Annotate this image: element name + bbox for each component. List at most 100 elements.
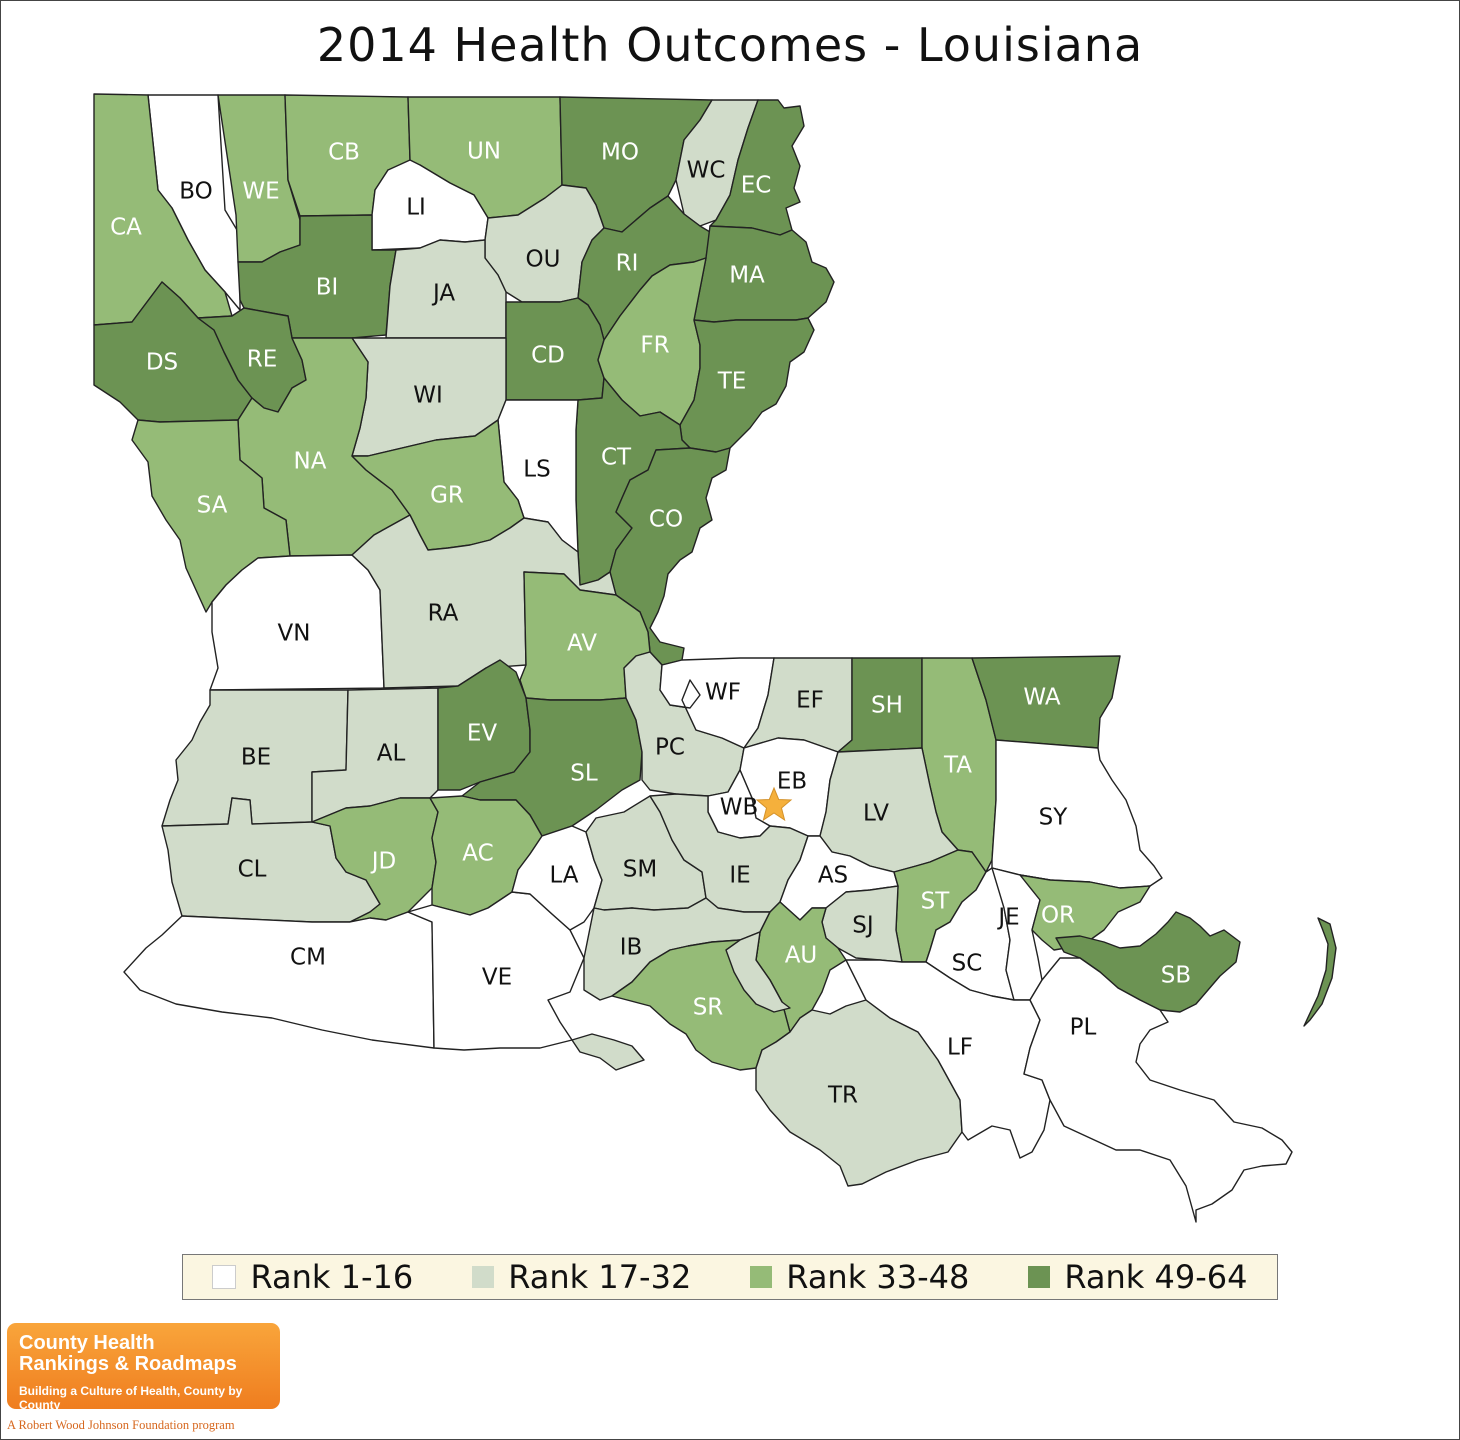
parish-label-as: AS	[818, 863, 848, 889]
legend-label: Rank 33-48	[786, 1258, 970, 1296]
parish-sy[interactable]	[991, 739, 1163, 889]
parish-ja[interactable]	[385, 239, 507, 339]
parish-pl[interactable]	[1023, 957, 1293, 1223]
parish-label-pc: PC	[655, 735, 685, 761]
parish-label-ta: TA	[943, 753, 972, 779]
parish-wa[interactable]	[971, 655, 1121, 749]
parish-label-re: RE	[247, 347, 278, 373]
parish-te[interactable]	[679, 317, 815, 453]
logo-line-2: Rankings & Roadmaps	[19, 1353, 237, 1375]
legend-item-rank-49-64: Rank 49-64	[1028, 1258, 1247, 1296]
chr-logo[interactable]: County Health Rankings & Roadmaps Buildi…	[7, 1323, 280, 1412]
parish-label-ds: DS	[146, 350, 178, 376]
parish-label-ca: CA	[110, 215, 142, 241]
parish-label-sl: SL	[570, 761, 598, 787]
parish-label-cb: CB	[328, 140, 360, 166]
parish-label-sr: SR	[693, 995, 724, 1021]
parish-label-sm: SM	[623, 857, 657, 883]
parish-label-ie: IE	[729, 863, 750, 889]
parish-label-we: WE	[242, 179, 279, 205]
parish-label-mo: MO	[601, 140, 639, 166]
parish-label-fr: FR	[640, 333, 669, 359]
parish-label-eb: EB	[777, 769, 807, 795]
parish-label-ra: RA	[428, 601, 459, 627]
legend-swatch	[750, 1266, 773, 1288]
parish-label-st: ST	[921, 889, 951, 915]
parish-label-pl: PL	[1070, 1015, 1097, 1041]
parish-label-cm: CM	[290, 945, 326, 971]
parish-label-li: LI	[406, 195, 426, 221]
parish-label-ve: VE	[482, 965, 512, 991]
parish-label-cl: CL	[238, 857, 267, 883]
parish-ec[interactable]	[709, 99, 805, 236]
parish-label-ct: CT	[601, 445, 632, 471]
parish-label-ev: EV	[467, 721, 498, 747]
parish-label-ls: LS	[523, 457, 550, 483]
legend-item-rank-33-48: Rank 33-48	[750, 1258, 969, 1296]
parish-label-un: UN	[467, 139, 501, 165]
page-title: 2014 Health Outcomes - Louisiana	[316, 18, 1144, 72]
parish-ve[interactable]	[571, 1033, 645, 1071]
parish-wf[interactable]	[659, 657, 775, 749]
parish-label-ib: IB	[620, 935, 643, 961]
parish-co[interactable]	[609, 447, 731, 666]
logo-tagline: Building a Culture of Health, County by …	[19, 1384, 243, 1412]
parish-label-cd: CD	[531, 343, 565, 369]
parish-label-ri: RI	[616, 251, 639, 277]
parish-label-be: BE	[241, 745, 271, 771]
parish-label-gr: GR	[430, 483, 464, 509]
parish-label-wc: WC	[687, 158, 726, 184]
parish-label-wb: WB	[720, 795, 759, 821]
parish-label-na: NA	[294, 449, 327, 475]
parish-label-te: TE	[717, 369, 747, 395]
parish-label-je: JE	[996, 905, 1019, 931]
legend-item-rank-17-32: Rank 17-32	[472, 1258, 691, 1296]
parish-label-wf: WF	[705, 680, 741, 706]
parish-sb[interactable]	[1303, 917, 1337, 1027]
rwjf-credit: A Robert Wood Johnson Foundation program	[7, 1418, 235, 1432]
parish-label-wi: WI	[413, 383, 443, 409]
parish-label-sy: SY	[1039, 805, 1069, 831]
parish-label-jd: JD	[370, 849, 397, 875]
parish-label-ec: EC	[741, 173, 772, 199]
legend-swatch	[472, 1266, 495, 1288]
parish-label-wa: WA	[1023, 685, 1060, 711]
legend-label: Rank 17-32	[508, 1258, 692, 1296]
parish-label-bi: BI	[316, 275, 339, 301]
parish-label-al: AL	[377, 741, 406, 767]
parish-label-la: LA	[549, 863, 578, 889]
parish-or[interactable]	[1019, 874, 1151, 951]
parish-label-or: OR	[1041, 903, 1075, 929]
parish-label-sb: SB	[1161, 963, 1191, 989]
parish-label-sh: SH	[871, 693, 903, 719]
parish-label-ma: MA	[729, 263, 765, 289]
legend-label: Rank 1-16	[250, 1258, 414, 1296]
parish-cm[interactable]	[123, 911, 435, 1049]
parish-label-sj: SJ	[852, 913, 873, 939]
parish-label-ef: EF	[796, 688, 824, 714]
parish-ib[interactable]	[725, 931, 791, 1013]
legend: Rank 1-16 Rank 17-32 Rank 33-48 Rank 49-…	[182, 1254, 1278, 1300]
parish-label-lf: LF	[947, 1035, 973, 1061]
legend-item-rank-1-16: Rank 1-16	[212, 1258, 413, 1296]
parish-label-sa: SA	[197, 493, 228, 519]
parish-label-vn: VN	[278, 621, 311, 647]
legend-swatch	[212, 1265, 237, 1289]
parish-label-ac: AC	[462, 841, 493, 867]
parish-label-au: AU	[785, 943, 818, 969]
parish-label-ou: OU	[526, 247, 561, 273]
parish-ra[interactable]	[351, 514, 617, 689]
legend-swatch	[1028, 1266, 1051, 1288]
capital-star-icon	[755, 786, 793, 822]
parish-label-lv: LV	[863, 801, 889, 827]
parish-label-co: CO	[649, 507, 683, 533]
parish-label-sc: SC	[952, 951, 983, 977]
logo-line-1: County Health	[19, 1332, 155, 1354]
legend-label: Rank 49-64	[1064, 1258, 1248, 1296]
parish-label-ja: JA	[431, 281, 455, 307]
parish-label-bo: BO	[179, 179, 212, 205]
parish-label-av: AV	[567, 631, 597, 657]
parish-ve[interactable]	[407, 891, 585, 1051]
parish-label-tr: TR	[827, 1083, 858, 1109]
